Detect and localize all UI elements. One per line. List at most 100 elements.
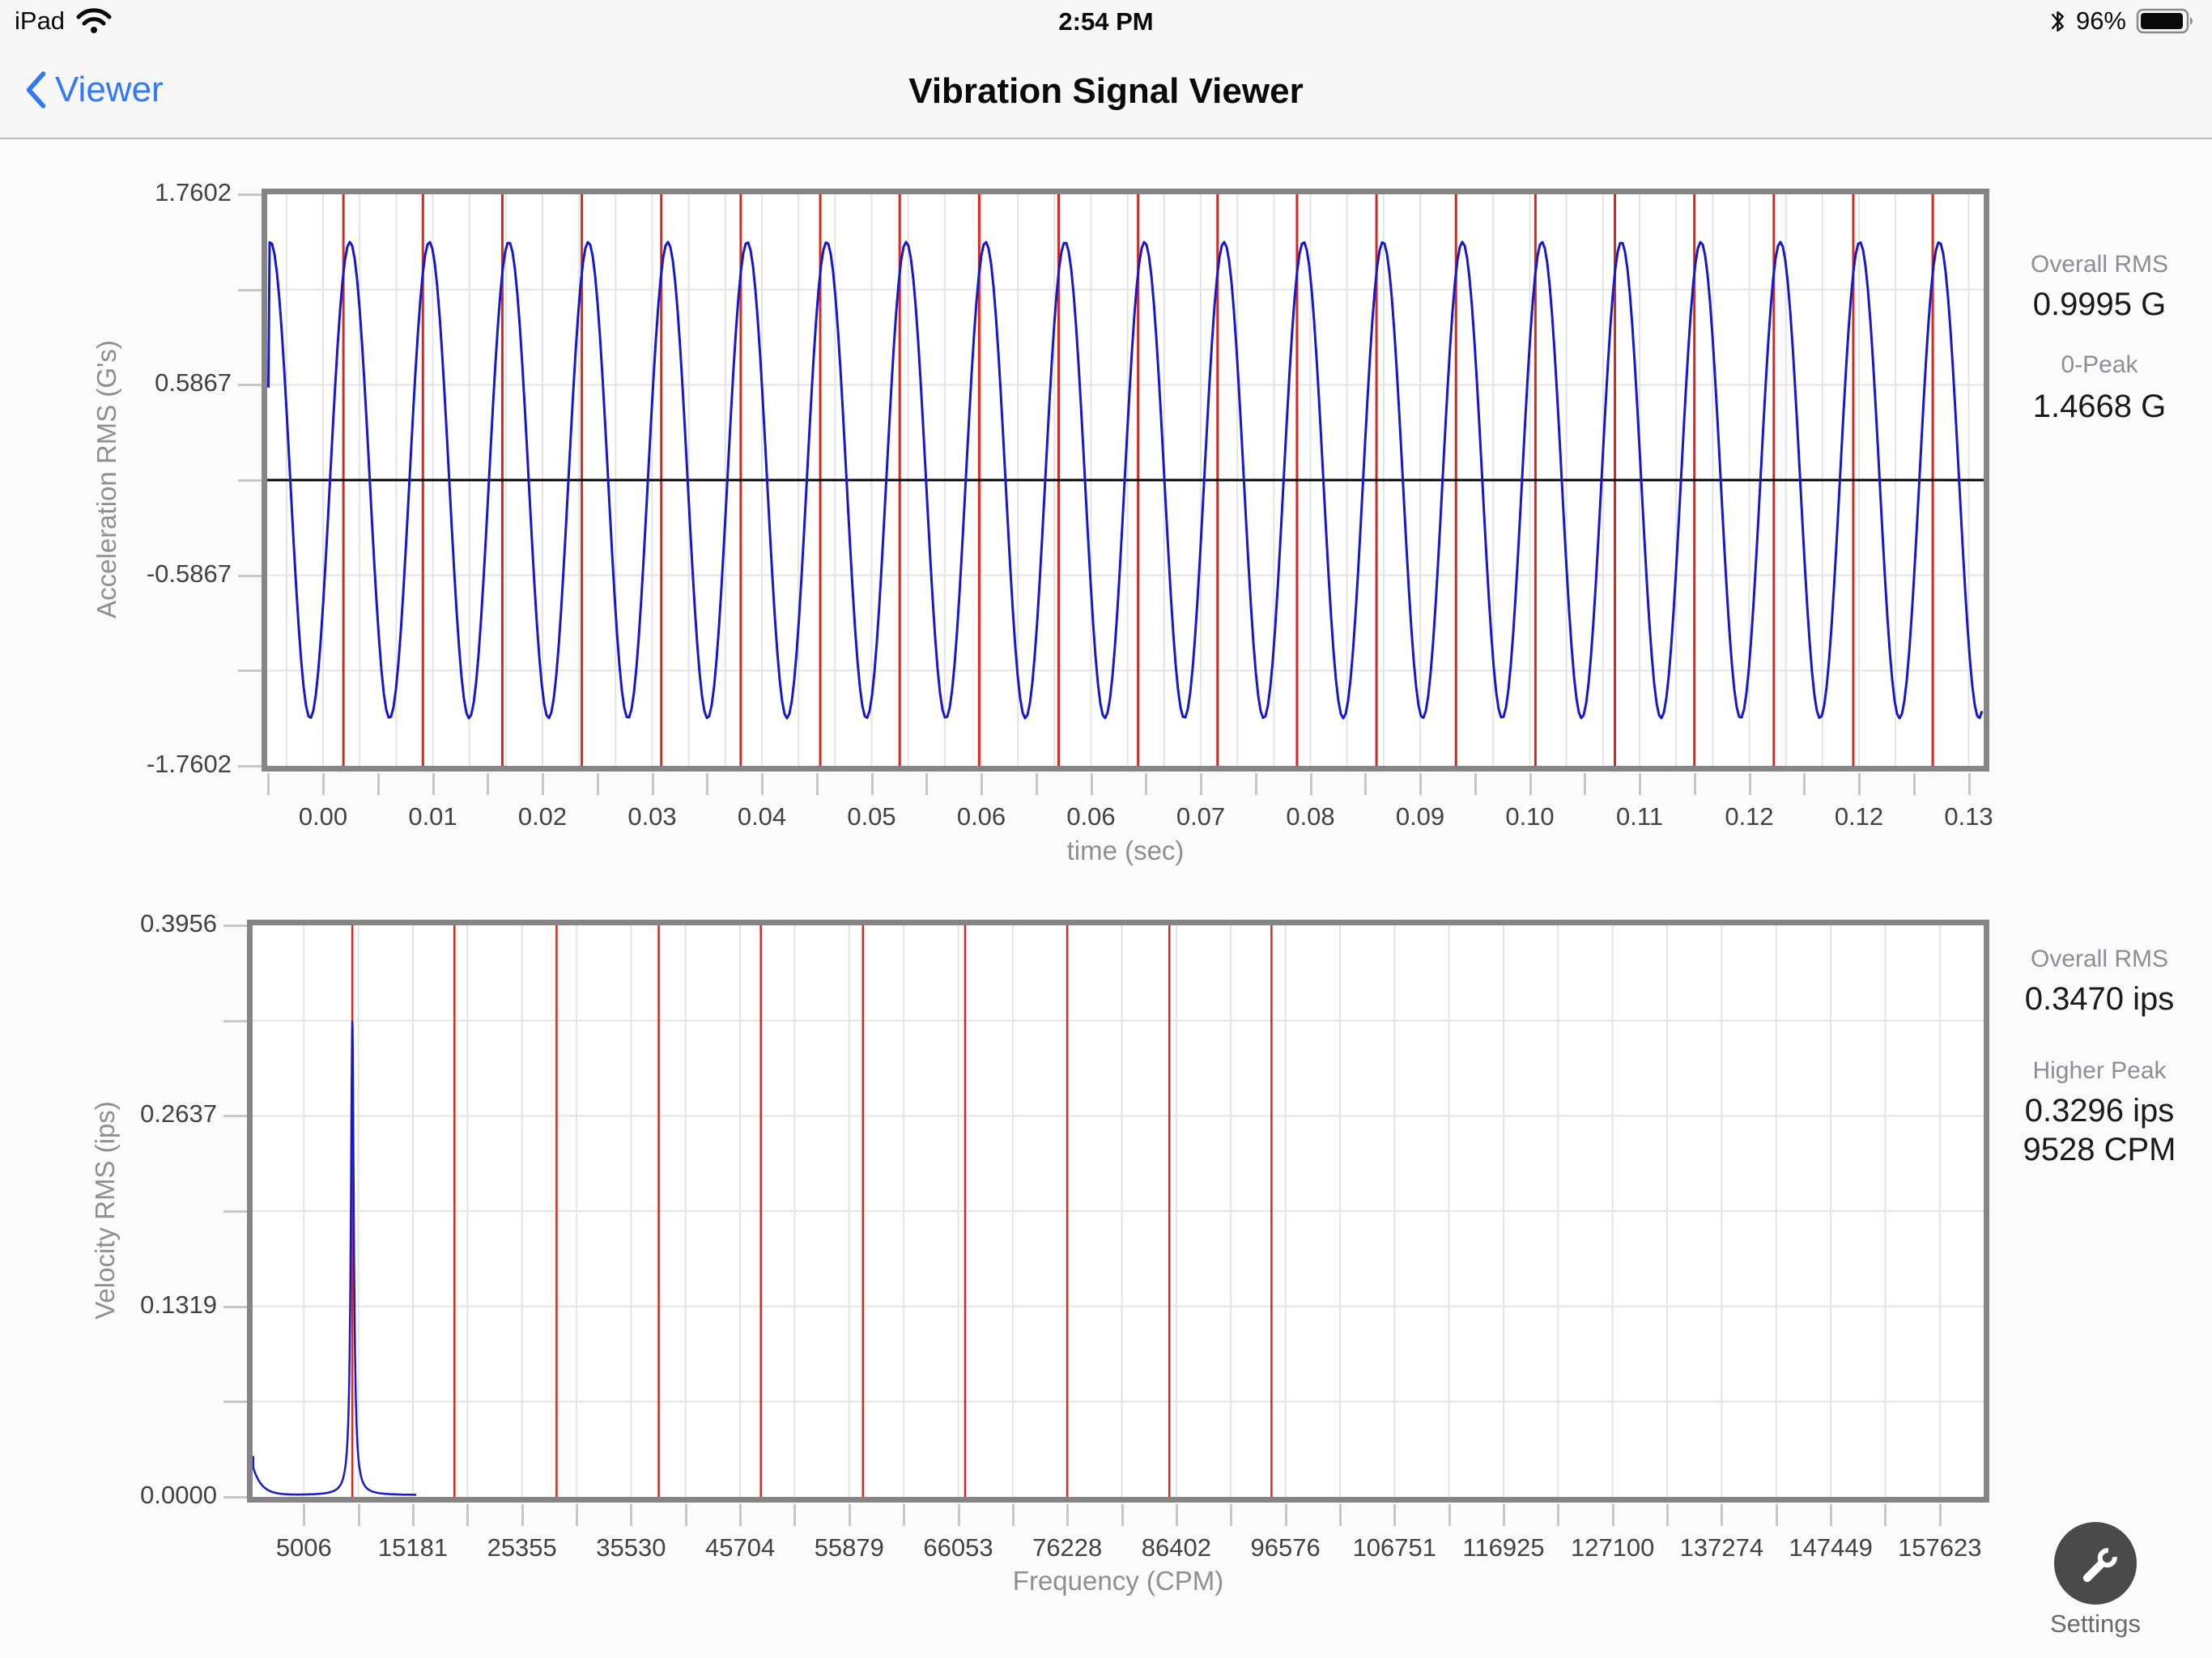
x-tick-mark [739, 1504, 742, 1526]
x-tick-label: 0.08 [1286, 802, 1335, 831]
spectrum-rms-label: Overall RMS [2030, 946, 2169, 972]
x-tick-label: 127100 [1570, 1533, 1655, 1562]
x-tick-mark [487, 773, 490, 795]
waveform-rms-label: Overall RMS [2030, 251, 2169, 278]
x-tick-mark [684, 1504, 687, 1526]
x-tick-mark [1175, 1504, 1178, 1526]
wrench-icon [2082, 1548, 2117, 1583]
y-tick-label: -0.5867 [146, 559, 232, 588]
back-chevron-icon [26, 71, 46, 108]
y-tick-mark [238, 193, 262, 196]
y-tick-mark [223, 1210, 247, 1213]
y-tick-mark [238, 384, 262, 387]
x-tick-mark [1503, 1504, 1505, 1526]
x-tick-label: 35530 [596, 1533, 666, 1562]
x-tick-label: 0.07 [1176, 802, 1226, 831]
x-tick-mark [761, 773, 764, 795]
waveform-x-axis-title: time (sec) [1066, 835, 1185, 865]
x-tick-mark [793, 1504, 797, 1526]
x-tick-mark [1284, 1504, 1287, 1526]
x-tick-label: 0.11 [1615, 802, 1664, 831]
y-tick-label: 0.3956 [140, 909, 217, 937]
battery-icon [2136, 8, 2193, 34]
settings-button[interactable]: Settings [2031, 1522, 2160, 1639]
spectrum-x-axis-title: Frequency (CPM) [1012, 1566, 1224, 1596]
y-tick-label: 0.2637 [140, 1099, 217, 1129]
y-tick-mark [223, 1115, 247, 1118]
y-tick-mark [223, 1305, 247, 1308]
y-tick-mark [238, 574, 262, 577]
status-bar: iPad 2:54 PM 96% [0, 0, 2212, 39]
x-tick-label: 86402 [1141, 1533, 1211, 1562]
x-tick-mark [1721, 1504, 1724, 1526]
x-tick-mark [815, 773, 819, 795]
spectrum-plot-area[interactable] [247, 920, 1989, 1503]
battery-percent: 96% [2075, 6, 2126, 35]
y-tick-mark [238, 670, 262, 673]
x-tick-label: 55879 [814, 1533, 884, 1562]
x-tick-mark [1011, 1504, 1015, 1526]
x-tick-mark [1448, 1504, 1451, 1526]
x-tick-mark [1254, 773, 1257, 795]
x-tick-label: 0.06 [1066, 802, 1116, 831]
x-tick-mark [1611, 1504, 1614, 1526]
waveform-plot-area[interactable] [262, 189, 1989, 772]
waveform-rms-value: 0.9995 G [2032, 287, 2167, 322]
x-tick-mark [1748, 773, 1751, 795]
spectrum-peak-value: 0.3296 ips [2024, 1093, 2175, 1129]
x-tick-label: 66053 [923, 1533, 993, 1562]
x-tick-mark [1309, 773, 1312, 795]
waveform-peak-label: 0-Peak [2061, 351, 2138, 378]
x-tick-label: 116925 [1462, 1533, 1545, 1562]
x-tick-mark [322, 773, 325, 795]
x-tick-mark [870, 773, 874, 795]
x-tick-label: 0.13 [1944, 802, 1993, 831]
clock: 2:54 PM [1058, 7, 1154, 36]
waveform-y-axis-title: Acceleration RMS (G's) [91, 340, 121, 619]
wifi-icon [76, 8, 112, 33]
waveform-peak-value: 1.4668 G [2032, 389, 2167, 424]
bluetooth-icon [2052, 11, 2064, 32]
x-tick-label: 157623 [1898, 1533, 1982, 1562]
x-tick-mark [1121, 1504, 1124, 1526]
x-tick-mark [1775, 1504, 1778, 1526]
x-tick-mark [957, 1504, 960, 1526]
x-tick-mark [466, 1504, 470, 1526]
x-tick-label: 0.05 [847, 802, 896, 831]
x-tick-mark [1338, 1504, 1342, 1526]
x-tick-mark [576, 1504, 579, 1526]
y-tick-mark [238, 288, 262, 291]
x-tick-label: 0.01 [408, 802, 457, 831]
x-tick-mark [706, 773, 709, 795]
y-tick-mark [223, 925, 247, 927]
x-tick-mark [1884, 1504, 1887, 1526]
back-button-label: Viewer [55, 70, 164, 109]
x-tick-mark [981, 773, 983, 795]
y-tick-label: 0.5867 [155, 368, 232, 397]
x-tick-mark [303, 1504, 306, 1526]
x-tick-mark [542, 773, 544, 795]
x-tick-mark [1230, 1504, 1233, 1526]
y-tick-label: 0.1319 [140, 1290, 217, 1319]
x-tick-mark [596, 773, 599, 795]
y-tick-mark [223, 1496, 247, 1499]
x-tick-mark [412, 1504, 415, 1526]
x-tick-mark [1858, 773, 1861, 795]
x-tick-mark [651, 773, 654, 795]
x-tick-mark [1145, 773, 1148, 795]
spectrum-rms-value: 0.3470 ips [2024, 981, 2175, 1017]
x-tick-mark [1830, 1504, 1833, 1526]
x-tick-label: 0.10 [1505, 802, 1555, 831]
x-tick-label: 0.12 [1725, 802, 1774, 831]
x-tick-mark [1200, 773, 1202, 795]
x-tick-mark [1419, 773, 1422, 795]
back-button[interactable]: Viewer [24, 70, 164, 110]
x-tick-mark [432, 773, 435, 795]
y-tick-label: 1.7602 [155, 178, 232, 206]
x-tick-mark [1035, 773, 1038, 795]
y-tick-mark [223, 1401, 247, 1404]
x-tick-mark [1584, 773, 1587, 795]
x-tick-mark [1364, 773, 1368, 795]
carrier-label: iPad [15, 6, 66, 35]
x-tick-label: 0.09 [1395, 802, 1445, 831]
